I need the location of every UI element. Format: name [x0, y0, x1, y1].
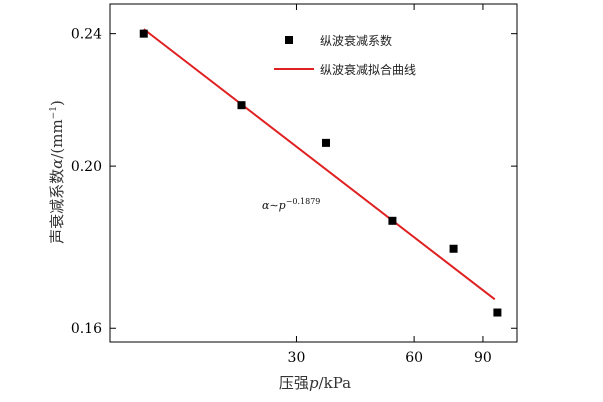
data-point	[388, 216, 397, 225]
fit-annotation: α∼p−0.1879	[262, 197, 320, 212]
y-axis-title-prefix: 声衰减系数	[48, 169, 66, 244]
legend-marker-scatter	[285, 36, 293, 44]
x-axis-title-suffix: /kPa	[319, 374, 352, 392]
data-point	[449, 244, 458, 253]
y-axis-title-unit: /(mm	[48, 119, 66, 158]
data-point	[237, 101, 246, 110]
fit-annotation-exponent: −0.1879	[286, 197, 321, 206]
x-axis-ticks: 30 60 90	[288, 4, 492, 366]
legend: 纵波衰减系数 纵波衰减拟合曲线	[274, 33, 416, 77]
legend-label-line: 纵波衰减拟合曲线	[320, 62, 416, 77]
y-axis-title-close: )	[48, 100, 66, 106]
x-tick-label: 90	[474, 350, 492, 366]
data-point	[139, 29, 148, 38]
x-axis-title-prefix: 压强	[279, 374, 309, 392]
x-axis-title-var: p	[309, 374, 319, 392]
data-points	[139, 29, 502, 317]
plot-frame	[109, 3, 518, 343]
y-tick-label: 0.16	[71, 321, 102, 337]
y-axis-ticks: 0.16 0.20 0.24	[71, 27, 517, 337]
x-tick-label: 30	[288, 350, 306, 366]
data-point	[493, 308, 502, 317]
y-tick-label: 0.20	[71, 159, 102, 175]
legend-label-scatter: 纵波衰减系数	[320, 33, 392, 48]
fit-annotation-base: α∼p	[262, 199, 286, 212]
x-axis-title: 压强p/kPa	[279, 374, 351, 392]
fit-line	[143, 28, 496, 301]
y-tick-label: 0.24	[71, 27, 102, 43]
data-point	[321, 138, 330, 147]
y-axis-title: 声衰减系数α/(mm−1)	[48, 100, 66, 244]
x-tick-label: 60	[405, 350, 423, 366]
y-axis-title-var: α	[48, 159, 66, 169]
y-axis-title-exp: −1	[49, 106, 59, 119]
